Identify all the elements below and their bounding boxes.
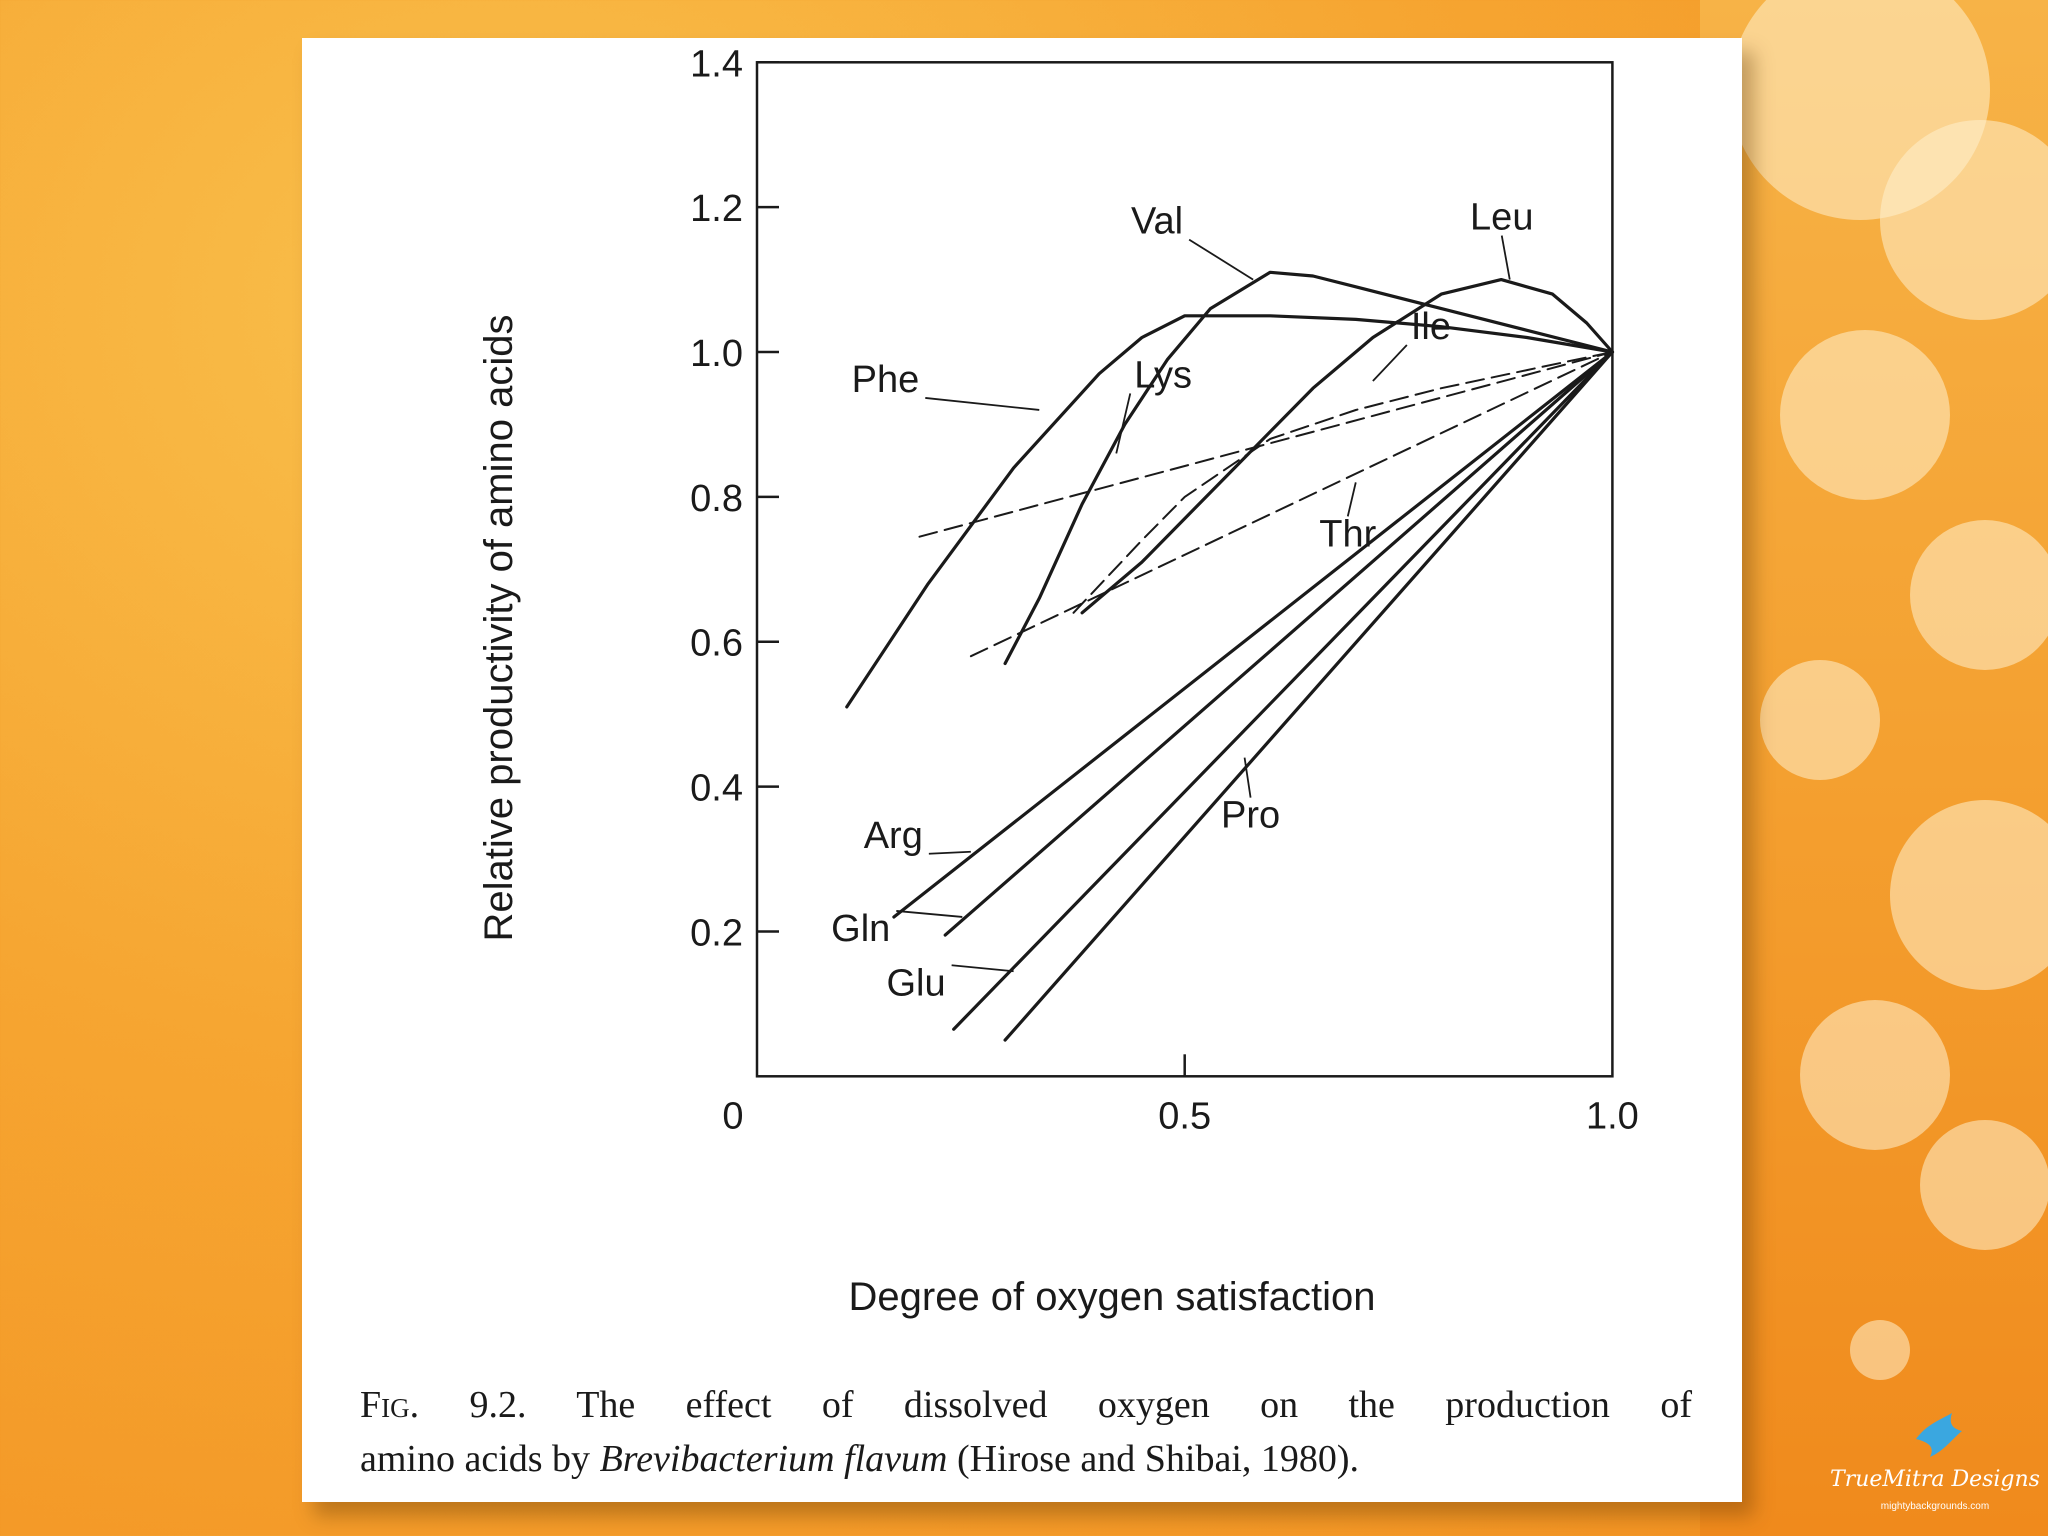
leader-line-val (1188, 238, 1254, 281)
caption-line-2: amino acids by Brevibacterium flavum (Hi… (360, 1432, 1692, 1486)
series-line-arg (892, 350, 1615, 919)
bokeh-bubble (1800, 1000, 1950, 1150)
bokeh-bubble (1780, 330, 1950, 500)
watermark-site: mightybackgrounds.com (1880, 1501, 1990, 1512)
caption-text-1: The effect of dissolved oxygen on the pr… (576, 1384, 1692, 1426)
chart-axes: 0.2 0.4 0.6 0.8 1.0 1.2 1.4 0 0.5 1.0 (690, 43, 1639, 1137)
series-line-gln (943, 350, 1615, 937)
series-label-gln: Gln (831, 908, 890, 950)
series-label-leu: Leu (1470, 197, 1533, 239)
leader-line-thr (1346, 482, 1357, 517)
series-line-val (1003, 270, 1615, 666)
x-tick-label: 0.5 (1158, 1095, 1211, 1137)
watermark-brand: TrueMitra Designs (1830, 1467, 2040, 1492)
y-axis-label: Relative productivity of amino acids (477, 315, 521, 942)
series-label-thr: Thr (1319, 513, 1376, 555)
bokeh-bubble (1850, 1320, 1910, 1380)
series-label-lys: Lys (1134, 354, 1192, 396)
series-line-thr (969, 351, 1614, 658)
x-tick-label: 1.0 (1586, 1095, 1639, 1137)
series-line-glu (952, 350, 1615, 1031)
y-tick-label: 0.6 (690, 623, 743, 665)
line-chart: 0.2 0.4 0.6 0.8 1.0 1.2 1.4 0 0.5 1.0 Phe Val Leu Ly… (477, 43, 1639, 1319)
x-axis-label: Degree of oxygen satisfaction (849, 1275, 1376, 1319)
series-line-leu (1080, 278, 1615, 615)
series-line-ile (1072, 351, 1614, 614)
series-label-pro: Pro (1221, 795, 1280, 837)
series-label-glu: Glu (886, 962, 945, 1004)
leader-line-glu (951, 964, 1014, 973)
x-tick-label: 0 (722, 1095, 743, 1137)
bokeh-bubble (1760, 660, 1880, 780)
figure-caption: Fig. 9.2. The effect of dissolved oxygen… (360, 1378, 1692, 1486)
bird-logo-icon (1916, 1413, 1962, 1457)
leader-line-leu (1500, 235, 1511, 280)
y-tick-label: 1.0 (690, 333, 743, 375)
caption-line-1: Fig. 9.2. The effect of dissolved oxygen… (360, 1378, 1692, 1432)
series-line-lys (918, 351, 1614, 538)
organism-name: Brevibacterium flavum (599, 1438, 948, 1480)
leader-line-ile (1372, 344, 1408, 382)
citation: (Hirose and Shibai, 1980). (956, 1438, 1360, 1480)
series-line-pro (1003, 350, 1615, 1042)
series-label-val: Val (1131, 201, 1183, 243)
leader-line-phe (925, 397, 1040, 411)
watermark-logo: TrueMitra Designs mightybackgrounds.com (1830, 1405, 2040, 1525)
y-tick-label: 1.2 (690, 188, 743, 230)
chart-series (845, 270, 1615, 1042)
chart-series-labels: Phe Val Leu Lys Ile Thr Arg Gln Glu Pro (831, 197, 1533, 1005)
figure-card: 0.2 0.4 0.6 0.8 1.0 1.2 1.4 0 0.5 1.0 Phe Val Leu Ly… (302, 38, 1742, 1502)
leader-line-pro (1243, 757, 1252, 798)
bokeh-background (1700, 0, 2048, 1536)
leader-line-lys (1115, 393, 1132, 454)
leader-line-arg (928, 850, 971, 855)
series-label-arg: Arg (864, 815, 923, 857)
caption-text-2: amino acids by (360, 1438, 591, 1480)
y-tick-label: 0.2 (690, 912, 743, 954)
bokeh-bubble (1890, 800, 2048, 990)
bokeh-bubble (1920, 1120, 2048, 1250)
y-tick-label: 1.4 (690, 43, 743, 85)
figure-label: Fig. 9.2. (360, 1384, 527, 1426)
y-tick-label: 0.8 (690, 478, 743, 520)
bokeh-bubble (1880, 120, 2048, 320)
series-label-ile: Ile (1411, 306, 1451, 348)
y-tick-label: 0.4 (690, 768, 743, 810)
series-label-phe: Phe (852, 359, 920, 401)
leader-line-gln (896, 910, 963, 918)
bokeh-bubble (1910, 520, 2048, 670)
series-line-phe (845, 314, 1615, 709)
